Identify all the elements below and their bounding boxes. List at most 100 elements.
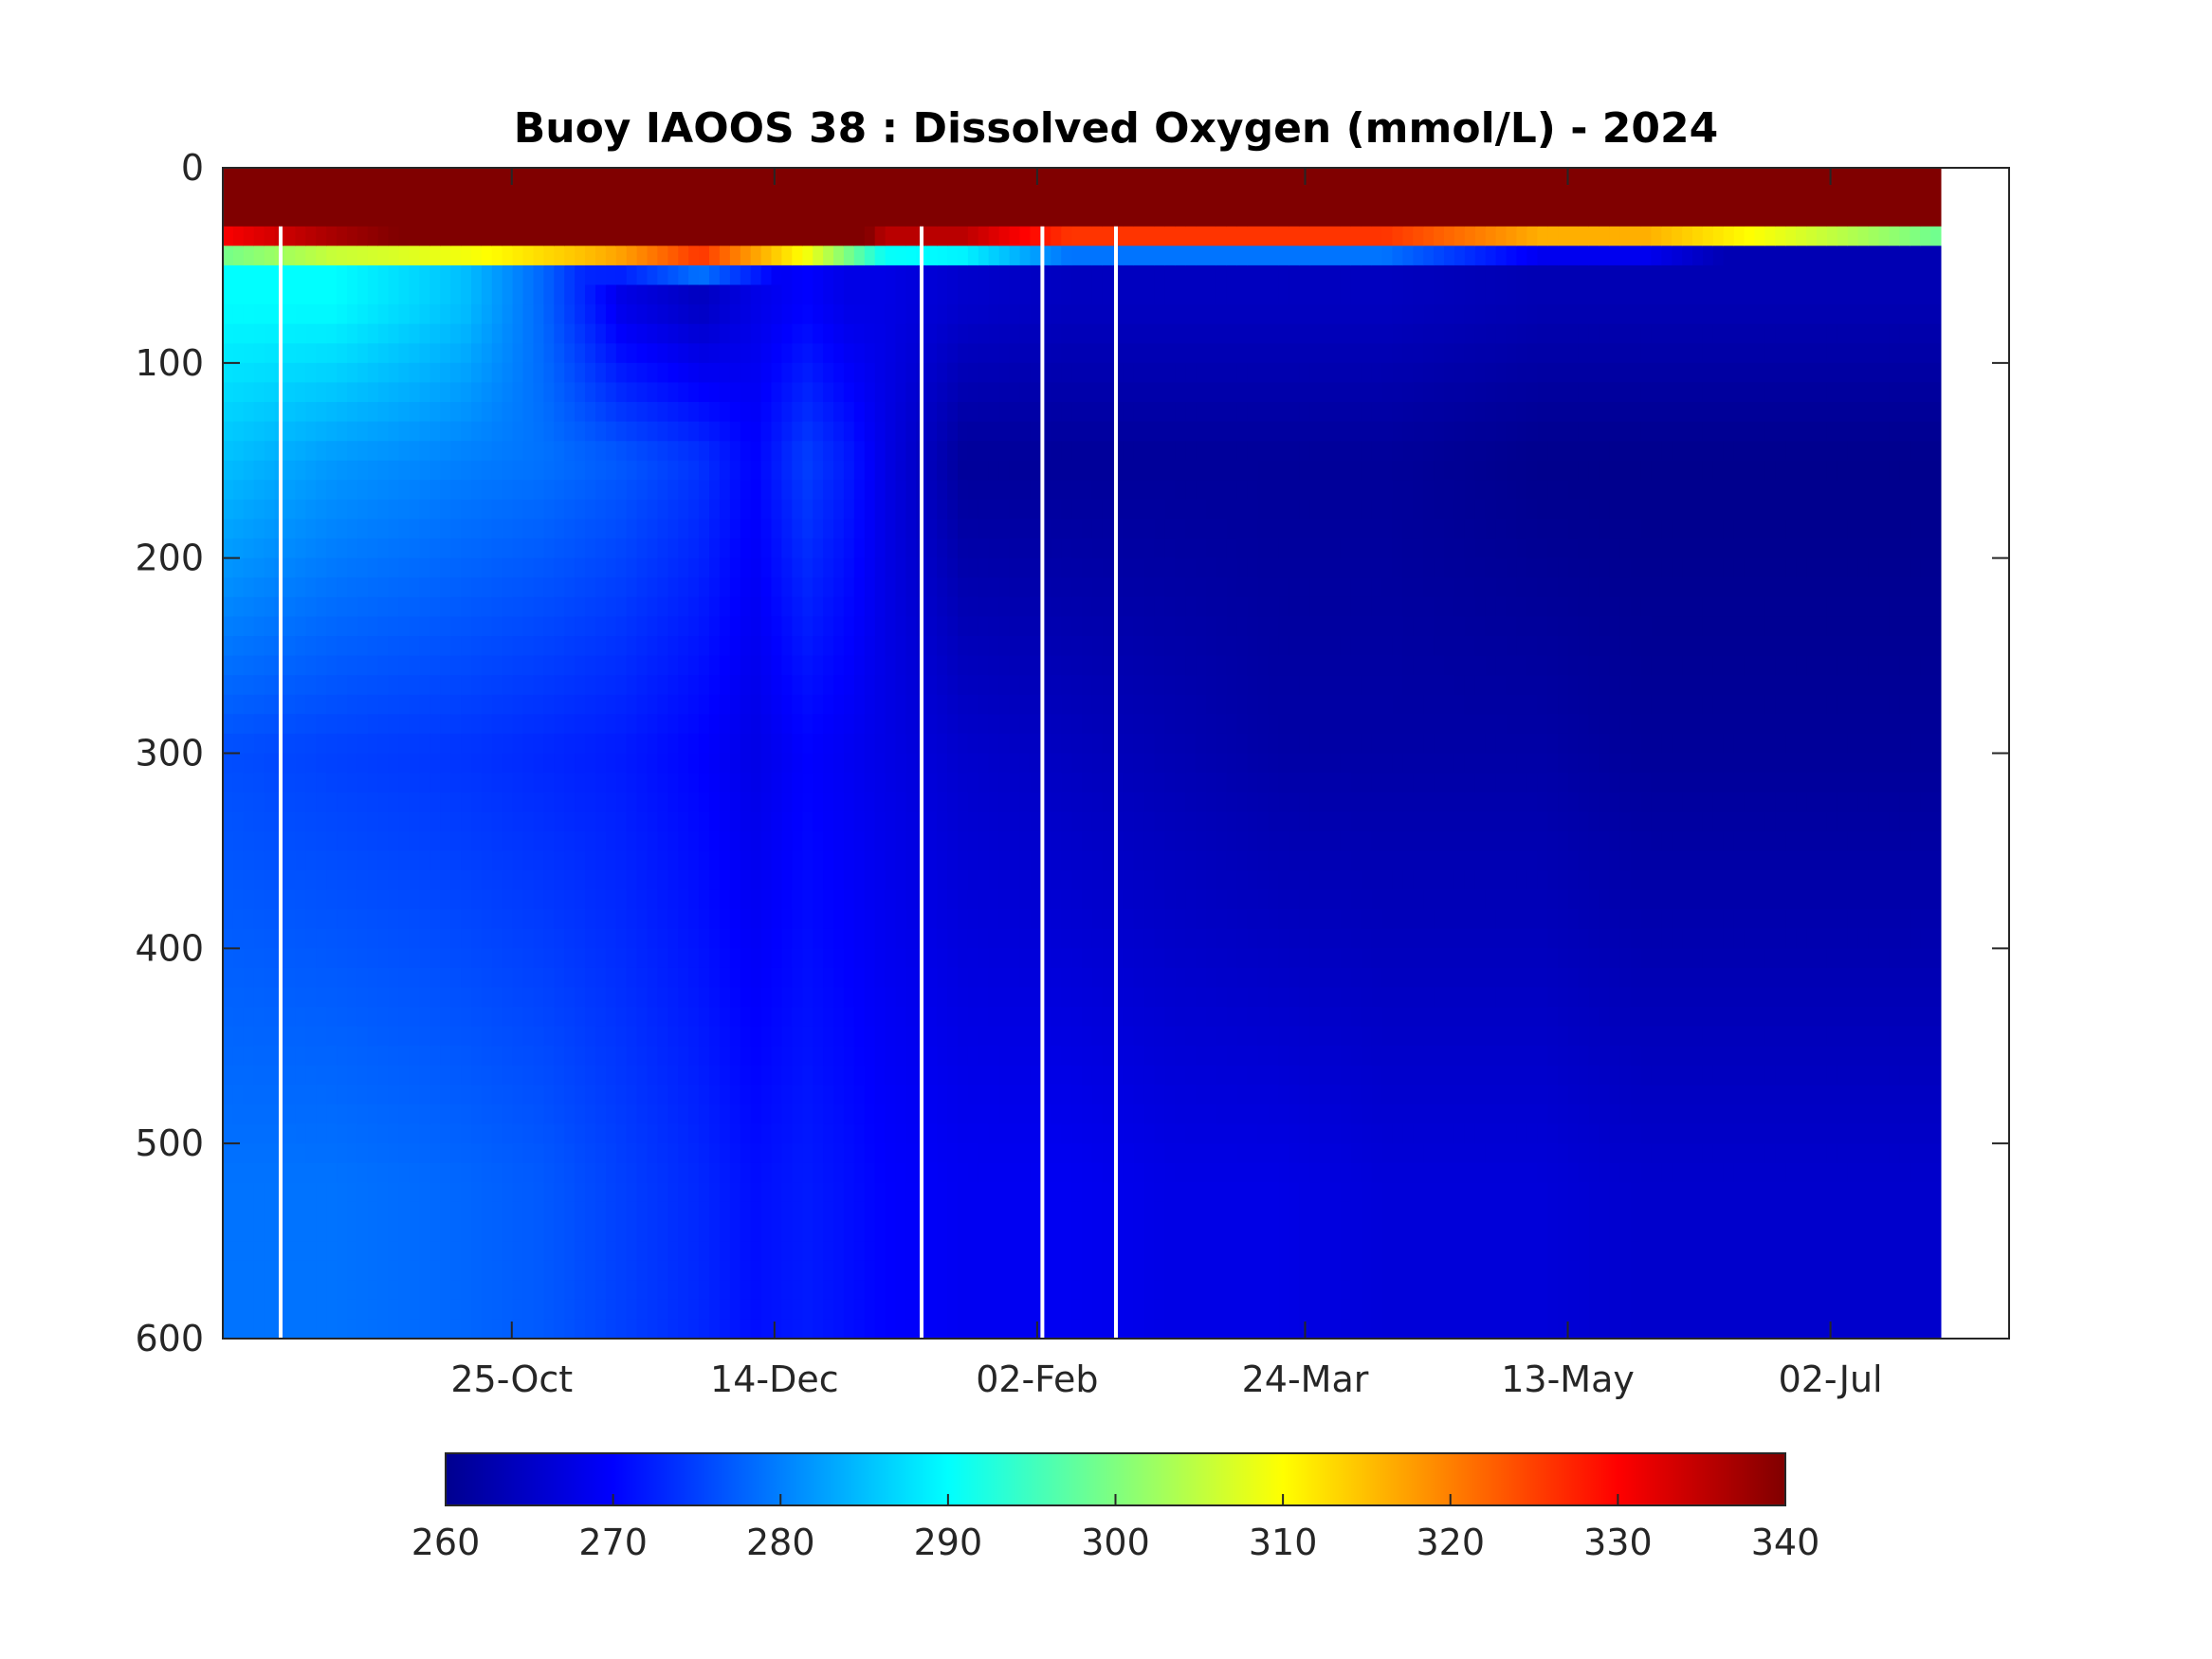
- heatmap-cell: [885, 264, 897, 286]
- heatmap-cell: [699, 304, 710, 325]
- heatmap-cell: [781, 264, 793, 286]
- heatmap-cell: [243, 499, 255, 520]
- heatmap-cell: [512, 264, 524, 286]
- heatmap-cell: [295, 480, 306, 501]
- heatmap-cell: [337, 519, 348, 539]
- heatmap-cell: [947, 421, 959, 442]
- heatmap-cell: [512, 226, 524, 246]
- heatmap-cell: [295, 304, 306, 325]
- heatmap-cell: [564, 362, 576, 383]
- heatmap-cell: [657, 343, 668, 364]
- heatmap-cell: [895, 538, 906, 559]
- heatmap-cell: [760, 1085, 773, 1105]
- heatmap-cell: [1019, 207, 1031, 228]
- heatmap-cell: [522, 655, 534, 676]
- heatmap-cell: [1061, 694, 1072, 715]
- heatmap-cell: [771, 557, 782, 578]
- heatmap-cell: [512, 967, 524, 989]
- heatmap-cell: [491, 987, 503, 1008]
- heatmap-cell: [1082, 343, 1093, 364]
- heatmap-cell: [243, 246, 255, 266]
- heatmap-cell: [926, 1299, 938, 1320]
- heatmap-cell: [543, 1241, 555, 1262]
- heatmap-cell: [430, 460, 441, 481]
- heatmap-cell: [491, 343, 503, 364]
- heatmap-cell: [615, 987, 628, 1008]
- heatmap-cell: [337, 284, 348, 305]
- heatmap-cell: [409, 1221, 420, 1242]
- heatmap-cell: [657, 362, 668, 383]
- heatmap-cell: [388, 1046, 400, 1066]
- heatmap-cell: [647, 343, 658, 364]
- heatmap-cell: [1071, 733, 1083, 755]
- heatmap-cell: [388, 714, 400, 735]
- heatmap-cell: [750, 538, 762, 559]
- heatmap-cell: [326, 187, 338, 208]
- heatmap-cell: [533, 168, 544, 189]
- heatmap-cell: [605, 1241, 617, 1262]
- heatmap-cell: [647, 577, 658, 598]
- heatmap-cell: [1009, 1046, 1021, 1066]
- heatmap-cell: [792, 519, 803, 539]
- heatmap-cell: [802, 596, 814, 617]
- heatmap-cell: [843, 1046, 855, 1066]
- heatmap-cell: [564, 694, 576, 715]
- heatmap-cell: [533, 773, 544, 793]
- heatmap-cell: [905, 889, 917, 910]
- heatmap-cell: [502, 1319, 514, 1339]
- heatmap-cell: [926, 675, 938, 696]
- heatmap-cell: [667, 870, 679, 891]
- heatmap-cell: [388, 636, 400, 657]
- heatmap-cell: [740, 889, 752, 910]
- heatmap-cell: [305, 1026, 317, 1047]
- heatmap-cell: [833, 675, 845, 696]
- heatmap-cell: [356, 246, 369, 266]
- heatmap-cell: [636, 441, 649, 462]
- heatmap-cell: [398, 792, 411, 812]
- heatmap-cell: [853, 480, 866, 501]
- heatmap-cell: [326, 557, 338, 578]
- heatmap-cell: [533, 226, 544, 246]
- heatmap-cell: [874, 1182, 887, 1203]
- heatmap-cell: [356, 850, 369, 871]
- heatmap-cell: [419, 1162, 430, 1183]
- heatmap-cell: [937, 421, 948, 442]
- heatmap-cell: [595, 870, 607, 891]
- heatmap-cell: [926, 284, 938, 305]
- heatmap-cell: [367, 168, 379, 189]
- heatmap-cell: [926, 830, 938, 851]
- heatmap-cell: [491, 1143, 503, 1164]
- heatmap-cell: [1019, 557, 1031, 578]
- heatmap-cell: [305, 362, 317, 383]
- heatmap-cell: [522, 207, 534, 228]
- heatmap-cell: [575, 421, 586, 442]
- heatmap-cell: [688, 792, 700, 812]
- heatmap-cell: [347, 889, 358, 910]
- heatmap-cell: [575, 519, 586, 539]
- heatmap-cell: [657, 1182, 668, 1203]
- heatmap-cell: [595, 616, 607, 637]
- heatmap-cell: [885, 1241, 897, 1262]
- heatmap-cell: [615, 402, 628, 423]
- heatmap-cell: [719, 792, 731, 812]
- heatmap-cell: [585, 948, 596, 969]
- heatmap-cell: [585, 987, 596, 1008]
- heatmap-cell: [367, 870, 379, 891]
- heatmap-cell: [512, 1065, 524, 1085]
- heatmap-cell: [792, 577, 803, 598]
- heatmap-cell: [667, 1123, 679, 1144]
- heatmap-cell: [626, 1182, 638, 1203]
- heatmap-cell: [1019, 1143, 1031, 1164]
- heatmap-cell: [284, 753, 296, 774]
- heatmap-cell: [905, 967, 917, 989]
- heatmap-cell: [461, 948, 472, 969]
- heatmap-cell: [388, 811, 400, 832]
- heatmap-cell: [512, 1123, 524, 1144]
- heatmap-cell: [699, 207, 710, 228]
- heatmap-cell: [615, 1007, 628, 1028]
- heatmap-cell: [947, 1221, 959, 1242]
- heatmap-cell: [1030, 1241, 1041, 1262]
- heatmap-cell: [356, 948, 369, 969]
- heatmap-cell: [605, 811, 617, 832]
- heatmap-cell: [833, 577, 845, 598]
